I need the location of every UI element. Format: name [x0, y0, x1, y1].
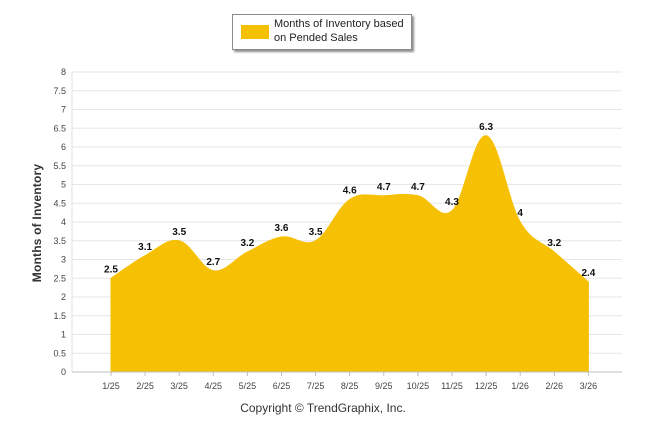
- x-tick-label: 6/25: [273, 381, 291, 391]
- data-label: 2.5: [104, 264, 118, 275]
- data-label: 3.1: [138, 242, 152, 253]
- data-label: 2.4: [581, 268, 595, 279]
- data-label: 4.7: [377, 182, 391, 193]
- y-axis-ticks: 0 0.5 1 1.5 2 2.5 3 3.5 4 4.5 5 5.5 6 6.5 7 7.5 8: [53, 67, 66, 377]
- y-tick-label: 5.5: [53, 161, 66, 171]
- y-tick-label: 0: [61, 367, 66, 377]
- data-label: 3.2: [240, 238, 254, 249]
- data-label: 3.5: [172, 227, 186, 238]
- y-tick-label: 7.5: [53, 86, 66, 96]
- y-tick-label: 4.5: [53, 198, 66, 208]
- x-tick-label: 3/26: [580, 381, 598, 391]
- x-tick-label: 7/25: [307, 381, 325, 391]
- y-tick-label: 5: [61, 180, 66, 190]
- x-tick-label: 1/26: [511, 381, 529, 391]
- x-tick-label: 11/25: [441, 381, 463, 391]
- data-label: 4: [517, 208, 523, 219]
- x-axis-ticks: 1/25 2/25 3/25 4/25 5/25 6/25 7/25 8/25 9/25 10/2…: [102, 372, 597, 391]
- data-label: 6.3: [479, 122, 493, 133]
- x-tick-label: 5/25: [239, 381, 257, 391]
- legend: Months of Inventory based on Pended Sale…: [232, 14, 412, 50]
- x-tick-label: 2/26: [546, 381, 564, 391]
- y-tick-label: 3: [61, 255, 66, 265]
- data-label: 4.3: [445, 197, 459, 208]
- y-tick-label: 2: [61, 292, 66, 302]
- x-tick-label: 12/25: [475, 381, 498, 391]
- copyright-text: Copyright © TrendGraphix, Inc.: [240, 401, 406, 415]
- y-tick-label: 8: [61, 67, 66, 77]
- area-fill: [110, 135, 589, 373]
- y-tick-label: 2.5: [53, 273, 66, 283]
- y-tick-label: 4: [61, 217, 66, 227]
- y-tick-label: 3.5: [53, 236, 66, 246]
- data-label: 3.6: [275, 223, 289, 234]
- y-tick-label: 1: [61, 330, 66, 340]
- data-label: 4.7: [411, 182, 425, 193]
- x-tick-label: 9/25: [375, 381, 393, 391]
- x-tick-label: 3/25: [170, 381, 188, 391]
- data-labels: 2.5 3.1 3.5 2.7 3.2 3.6 3.5 4.6 4.7 4.7 4.3 6.3 4 3.2…: [104, 122, 596, 279]
- legend-swatch: [241, 25, 269, 39]
- data-label: 4.6: [343, 186, 357, 197]
- y-tick-label: 6: [61, 142, 66, 152]
- x-tick-label: 1/25: [102, 381, 120, 391]
- x-tick-label: 8/25: [341, 381, 359, 391]
- x-tick-label: 10/25: [407, 381, 430, 391]
- y-tick-label: 7: [61, 105, 66, 115]
- data-label: 3.5: [309, 227, 323, 238]
- data-label: 2.7: [206, 257, 220, 268]
- x-tick-label: 2/25: [136, 381, 154, 391]
- x-tick-label: 4/25: [205, 381, 223, 391]
- y-tick-label: 0.5: [53, 348, 66, 358]
- y-axis-title: Months of Inventory: [30, 163, 44, 283]
- legend-label: Months of Inventory based on Pended Sale…: [274, 18, 404, 44]
- y-tick-label: 6.5: [53, 123, 66, 133]
- series-area: [110, 135, 589, 373]
- y-tick-label: 1.5: [53, 311, 66, 321]
- data-label: 3.2: [547, 238, 561, 249]
